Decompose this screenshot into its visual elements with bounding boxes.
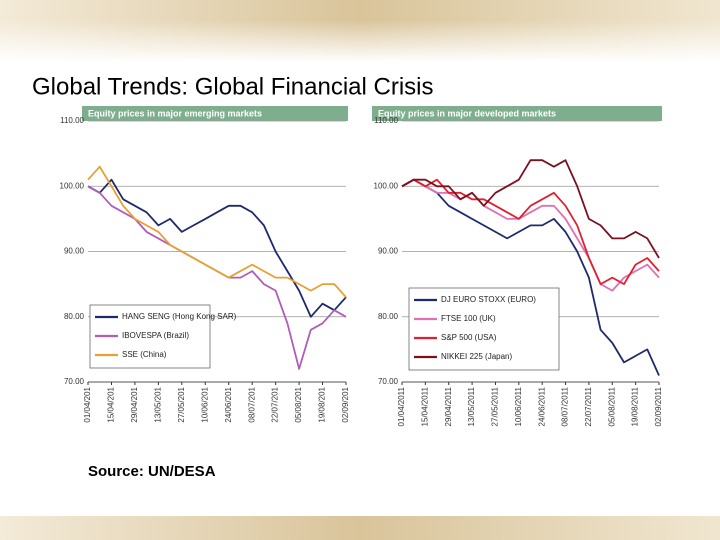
x-tick-label: 13/05/201 <box>153 386 162 422</box>
x-tick-label: 24/06/201 <box>224 386 233 422</box>
top-band-fade <box>0 20 720 62</box>
y-tick-label: 110.00 <box>60 116 84 125</box>
series-line <box>87 165 347 298</box>
y-tick-label: 100.00 <box>374 181 399 190</box>
x-tick-label: 05/08/201 <box>294 386 303 422</box>
series-line <box>401 178 660 376</box>
x-tick-label: 27/05/201 <box>177 386 186 422</box>
x-tick-label: 29/04/201 <box>130 386 139 422</box>
y-tick-label: 90.00 <box>378 247 399 256</box>
x-tick-label: 02/09/2011 <box>654 386 663 426</box>
chart-title: Equity prices in major developed markets <box>378 108 556 118</box>
chart: Equity prices in major developed markets… <box>372 106 663 430</box>
chart-panel <box>372 106 662 430</box>
legend-label: HANG SENG (Hong Kong SAR) <box>122 312 237 321</box>
series-line <box>87 178 347 318</box>
y-tick-label: 80.00 <box>378 312 399 321</box>
legend-label: IBOVESPA (Brazil) <box>122 331 189 340</box>
slide-title: Global Trends: Global Financial Crisis <box>32 73 434 100</box>
chart-header <box>372 106 662 121</box>
y-tick-label: 90.00 <box>64 247 85 256</box>
x-tick-label: 13/05/2011 <box>467 386 476 426</box>
x-tick-label: 19/08/201 <box>318 386 327 422</box>
x-tick-label: 08/07/2011 <box>561 386 570 426</box>
x-tick-label: 22/07/201 <box>271 386 280 422</box>
series-line <box>401 178 660 292</box>
x-tick-label: 02/09/201 <box>341 386 350 422</box>
x-tick-label: 22/07/2011 <box>584 386 593 426</box>
x-tick-label: 27/05/2011 <box>491 386 500 426</box>
legend-label: SSE (China) <box>122 350 167 359</box>
chart: Equity prices in major emerging markets 7… <box>60 106 350 430</box>
y-tick-label: 80.00 <box>64 312 85 321</box>
legend-label: FTSE 100 (UK) <box>441 314 496 323</box>
series-line <box>401 178 660 285</box>
y-tick-label: 70.00 <box>378 377 399 386</box>
legend-label: S&P 500 (USA) <box>441 333 497 342</box>
x-tick-label: 29/04/2011 <box>444 386 453 426</box>
legend-label: NIKKEI 225 (Japan) <box>441 352 512 361</box>
legend-label: DJ EURO STOXX (EURO) <box>441 295 536 304</box>
series-line <box>401 159 660 259</box>
x-tick-label: 01/04/201 <box>83 386 92 422</box>
y-tick-label: 100.00 <box>60 181 85 190</box>
x-tick-label: 08/07/201 <box>247 386 256 422</box>
chart-title: Equity prices in major emerging markets <box>88 108 262 118</box>
x-tick-label: 10/06/2011 <box>514 386 523 426</box>
source: Source: UN/DESA <box>88 463 216 480</box>
x-tick-label: 01/04/2011 <box>397 386 406 426</box>
y-tick-label: 110.00 <box>374 116 398 125</box>
x-tick-label: 05/08/2011 <box>607 386 616 426</box>
chart-panel <box>82 106 348 430</box>
x-tick-label: 19/08/2011 <box>631 386 640 426</box>
x-tick-label: 15/04/201 <box>107 386 116 422</box>
x-tick-label: 15/04/2011 <box>420 386 429 426</box>
x-tick-label: 10/06/201 <box>200 386 209 422</box>
x-tick-label: 24/06/2011 <box>537 386 546 426</box>
chart-header <box>82 106 348 121</box>
bottom-band <box>0 516 720 540</box>
y-tick-label: 70.00 <box>64 377 85 386</box>
